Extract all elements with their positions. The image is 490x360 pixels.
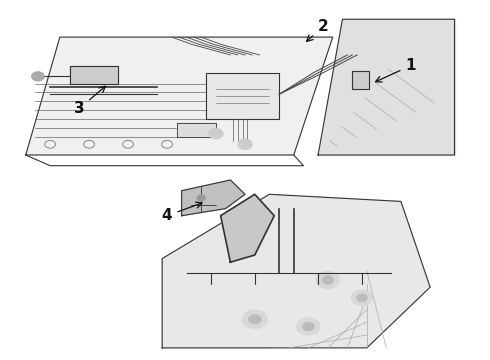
Polygon shape	[177, 123, 216, 137]
Circle shape	[357, 294, 368, 302]
Circle shape	[208, 128, 223, 139]
Polygon shape	[162, 194, 430, 348]
Text: 3: 3	[74, 86, 105, 116]
Polygon shape	[318, 19, 455, 155]
Circle shape	[302, 322, 314, 331]
Circle shape	[238, 139, 252, 150]
Circle shape	[351, 290, 373, 306]
Bar	[352, 71, 369, 89]
Circle shape	[316, 271, 340, 289]
Bar	[206, 73, 279, 119]
Circle shape	[197, 195, 205, 201]
Text: 4: 4	[162, 202, 202, 223]
Polygon shape	[182, 180, 245, 216]
Polygon shape	[26, 37, 333, 155]
Circle shape	[31, 72, 44, 81]
Circle shape	[248, 315, 261, 324]
Text: 1: 1	[375, 58, 416, 82]
Circle shape	[322, 276, 334, 284]
Polygon shape	[220, 194, 274, 262]
Circle shape	[296, 318, 320, 335]
Circle shape	[242, 310, 268, 329]
Text: 2: 2	[307, 19, 328, 41]
Polygon shape	[70, 66, 118, 84]
